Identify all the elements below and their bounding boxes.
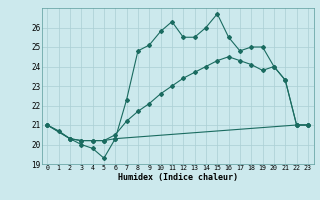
X-axis label: Humidex (Indice chaleur): Humidex (Indice chaleur) <box>118 173 237 182</box>
